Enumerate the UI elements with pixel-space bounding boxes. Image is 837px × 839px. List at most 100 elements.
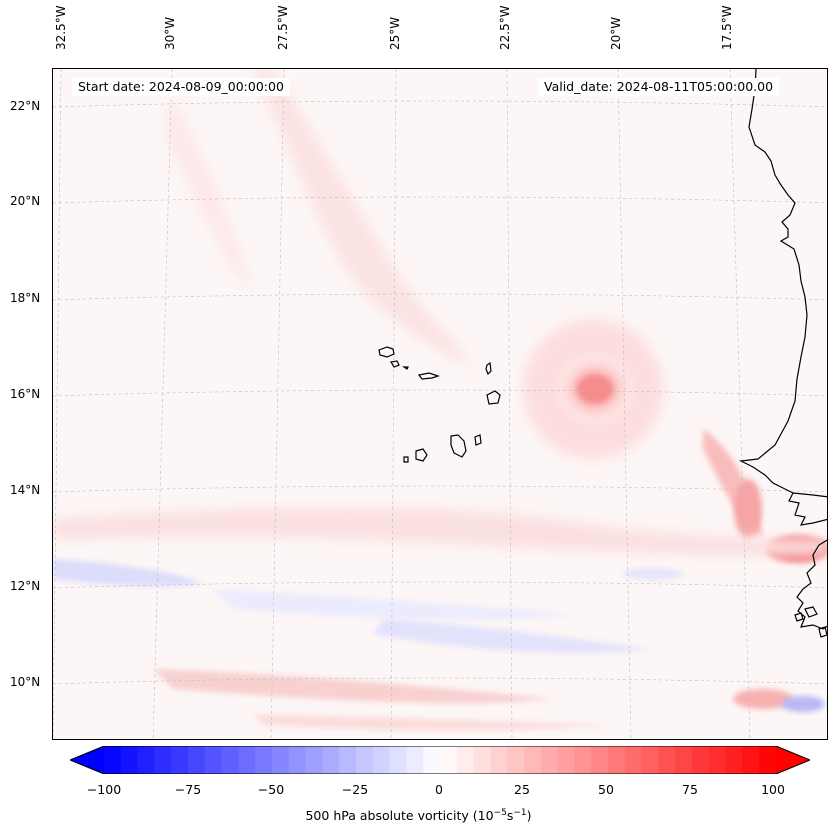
lon-label-22-5w: 22.5°W <box>498 5 512 50</box>
colorbar-segment <box>406 746 424 774</box>
coastline-guinea-bissau <box>796 539 827 630</box>
colorbar-tick-label: −50 <box>257 782 285 797</box>
colorbar-segment <box>524 746 542 774</box>
island-santiago <box>450 434 467 458</box>
lon-label-20w: 20°W <box>609 16 623 50</box>
colorbar-segment <box>104 746 122 774</box>
lat-label-20n: 20°N <box>10 194 41 208</box>
colorbar-segment <box>624 746 643 774</box>
lat-label-14n: 14°N <box>10 483 41 497</box>
lon-label-32-5w: 32.5°W <box>54 5 68 50</box>
colorbar-segment <box>188 746 206 774</box>
colorbar-segment <box>725 746 743 774</box>
coastline-mauritania-senegal <box>738 69 827 526</box>
colorbar-segment <box>440 746 458 774</box>
negative-vorticity-band <box>213 589 573 620</box>
gridline-lon-22-5w <box>506 69 513 739</box>
lat-label-16n: 16°N <box>10 387 41 401</box>
gridline-lon-25w <box>390 69 397 739</box>
colorbar-segment <box>423 746 441 774</box>
lat-label-18n: 18°N <box>10 291 41 305</box>
vorticity-map <box>52 68 828 740</box>
africa-coastline <box>738 69 827 638</box>
colorbar-segment <box>171 746 189 774</box>
colorbar-segment <box>759 746 777 774</box>
colorbar-tick-label: −100 <box>86 782 122 797</box>
colorbar-segment <box>608 746 626 774</box>
island-santa-luzia <box>402 366 409 370</box>
vortex-center <box>577 375 613 403</box>
colorbar-segment <box>137 746 155 774</box>
colorbar <box>68 745 812 775</box>
colorbar-segment <box>221 746 239 774</box>
positive-vorticity-coastal <box>734 479 762 539</box>
colorbar-segment <box>591 746 609 774</box>
island-sal <box>485 361 492 376</box>
colorbar-segment <box>557 746 575 774</box>
lon-label-27-5w: 27.5°W <box>276 5 290 50</box>
colorbar-segment <box>658 746 676 774</box>
graticule <box>53 69 827 739</box>
coastline-gambia <box>792 492 827 498</box>
vorticity-field <box>53 69 827 731</box>
colorbar-segment <box>456 746 475 774</box>
bijagos-islands <box>794 606 827 638</box>
island-santo-antao <box>378 346 395 358</box>
colorbar-segment <box>507 746 525 774</box>
colorbar-extend-max <box>776 746 810 774</box>
colorbar-segment <box>204 746 223 774</box>
colorbar-segment <box>255 746 273 774</box>
colorbar-segment <box>574 746 592 774</box>
colorbar-segment <box>322 746 340 774</box>
colorbar-tick-label: 100 <box>761 782 785 797</box>
gridline-lon-30w <box>152 69 173 739</box>
gridline-lat-18n <box>53 293 827 301</box>
gridline-lat-12n <box>53 581 827 589</box>
colorbar-segment <box>120 746 139 774</box>
positive-vorticity-band <box>253 69 473 369</box>
island-maio <box>474 434 482 446</box>
positive-vorticity-band <box>53 507 827 556</box>
colorbar-segment <box>641 746 659 774</box>
island-boa-vista <box>486 390 501 405</box>
colorbar-segment <box>389 746 407 774</box>
colorbar-label: 500 hPa absolute vorticity (10−5s−1) <box>305 808 532 824</box>
positive-vorticity-coastal <box>733 689 793 709</box>
island-sao-nicolau <box>417 372 440 380</box>
gridline-lon-27-5w <box>270 69 285 739</box>
gridline-lat-16n <box>53 389 827 397</box>
colorbar-segment <box>288 746 307 774</box>
gridline-lon-32-5w <box>53 69 62 739</box>
lat-label-10n: 10°N <box>10 675 41 689</box>
positive-vorticity-band <box>253 714 613 731</box>
colorbar-tick-label: −25 <box>341 782 369 797</box>
colorbar-segment <box>272 746 290 774</box>
colorbar-segment <box>473 746 491 774</box>
island-brava <box>403 456 409 463</box>
positive-vorticity-band <box>163 99 253 289</box>
map-canvas <box>53 69 827 739</box>
colorbar-segment <box>372 746 391 774</box>
lon-label-30w: 30°W <box>163 16 177 50</box>
colorbar-segment <box>692 746 710 774</box>
positive-vorticity-band <box>153 669 553 704</box>
valid-date-label: Valid_date: 2024-08-11T05:00:00.00 <box>538 78 780 96</box>
gridline-lat-20n <box>53 196 827 204</box>
colorbar-tick-label: 25 <box>514 782 530 797</box>
cape-verde-islands <box>378 346 501 463</box>
colorbar-segment <box>708 746 727 774</box>
colorbar-segment <box>238 746 256 774</box>
gridline-lat-14n <box>53 485 827 493</box>
colorbar-extend-min <box>70 746 104 774</box>
colorbar-segment <box>154 746 172 774</box>
lon-label-17-5w: 17.5°W <box>720 5 734 50</box>
colorbar-tick-label: 0 <box>435 782 443 797</box>
colorbar-segment <box>540 746 559 774</box>
colorbar-tick-label: −75 <box>174 782 202 797</box>
colorbar-segment <box>490 746 508 774</box>
gridline-lon-20w <box>617 69 632 739</box>
colorbar-tick-label: 75 <box>682 782 698 797</box>
colorbar-graphic <box>68 745 812 775</box>
gridline-lon-17-5w <box>729 69 751 739</box>
gridline-lat-22n <box>53 100 827 108</box>
